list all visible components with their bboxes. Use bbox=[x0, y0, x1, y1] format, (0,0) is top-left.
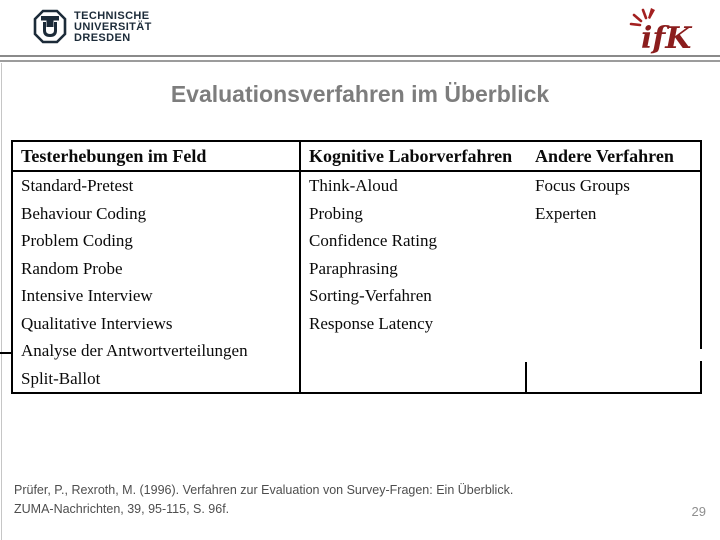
table-column-cognitive-lab: Kognitive Laborverfahren Think-Aloud Pro… bbox=[301, 142, 523, 333]
page-number: 29 bbox=[691, 504, 706, 519]
ifk-spark-icon bbox=[629, 8, 648, 27]
table-column-other-methods: Andere Verfahren Focus Groups Experten bbox=[527, 142, 700, 223]
table-row: Problem Coding bbox=[21, 231, 133, 250]
table-row: Confidence Rating bbox=[309, 231, 437, 250]
table-scan-artifact-gap bbox=[700, 349, 702, 361]
table-row: Intensive Interview bbox=[21, 286, 153, 305]
table-row: Response Latency bbox=[309, 313, 434, 333]
header-rule-top bbox=[0, 55, 720, 57]
table-column-divider-2 bbox=[525, 362, 527, 392]
ifk-logo-text: ifK bbox=[641, 21, 693, 56]
table-row: Experten bbox=[535, 203, 597, 223]
table-scan-artifact-tick bbox=[0, 352, 13, 354]
table-row: Random Probe bbox=[21, 258, 123, 278]
tu-logo-line1: TECHNISCHE bbox=[74, 9, 150, 22]
table-row: Sorting-Verfahren bbox=[309, 286, 432, 305]
table-row: Qualitative Interviews bbox=[21, 313, 173, 333]
table-row: Think-Aloud bbox=[309, 176, 398, 195]
column-header: Testerhebungen im Feld bbox=[21, 146, 207, 166]
citation: Prüfer, P., Rexroth, M. (1996). Verfahre… bbox=[14, 481, 674, 518]
tu-logo-line3: DRESDEN bbox=[74, 31, 131, 44]
table-header-underline bbox=[13, 170, 700, 172]
table-row: Focus Groups bbox=[535, 176, 630, 195]
evaluation-methods-table: Testerhebungen im Feld Standard-Pretest … bbox=[0, 140, 702, 394]
slide-left-edge-line bbox=[1, 63, 2, 540]
table-row: Split-Ballot bbox=[21, 368, 101, 388]
ifk-spark-wedge bbox=[648, 8, 655, 19]
table-column-divider-1 bbox=[299, 142, 301, 392]
ifk-logo: ifK bbox=[629, 8, 693, 56]
tu-logo-wordmark: TECHNISCHE UNIVERSITÄT DRESDEN bbox=[74, 9, 152, 44]
table-row: Standard-Pretest bbox=[21, 176, 134, 195]
table-column-field-tests: Testerhebungen im Feld Standard-Pretest … bbox=[13, 142, 299, 388]
header-rule-bottom bbox=[0, 60, 720, 62]
page-title: Evaluationsverfahren im Überblick bbox=[170, 81, 550, 107]
tu-dresden-logo: TECHNISCHE UNIVERSITÄT DRESDEN bbox=[32, 8, 152, 46]
column-header: Kognitive Laborverfahren bbox=[309, 146, 513, 166]
citation-line1: Prüfer, P., Rexroth, M. (1996). Verfahre… bbox=[14, 483, 514, 497]
column-header: Andere Verfahren bbox=[535, 146, 674, 166]
table-row: Paraphrasing bbox=[309, 258, 398, 278]
citation-line2: ZUMA-Nachrichten, 39, 95-115, S. 96f. bbox=[14, 501, 230, 516]
table-row: Analyse der Antwortverteilungen bbox=[21, 341, 248, 360]
table-row: Probing bbox=[309, 203, 363, 223]
table-row: Behaviour Coding bbox=[21, 203, 147, 223]
tu-logo-line2: UNIVERSITÄT bbox=[74, 20, 152, 33]
tu-emblem-icon bbox=[33, 9, 67, 44]
